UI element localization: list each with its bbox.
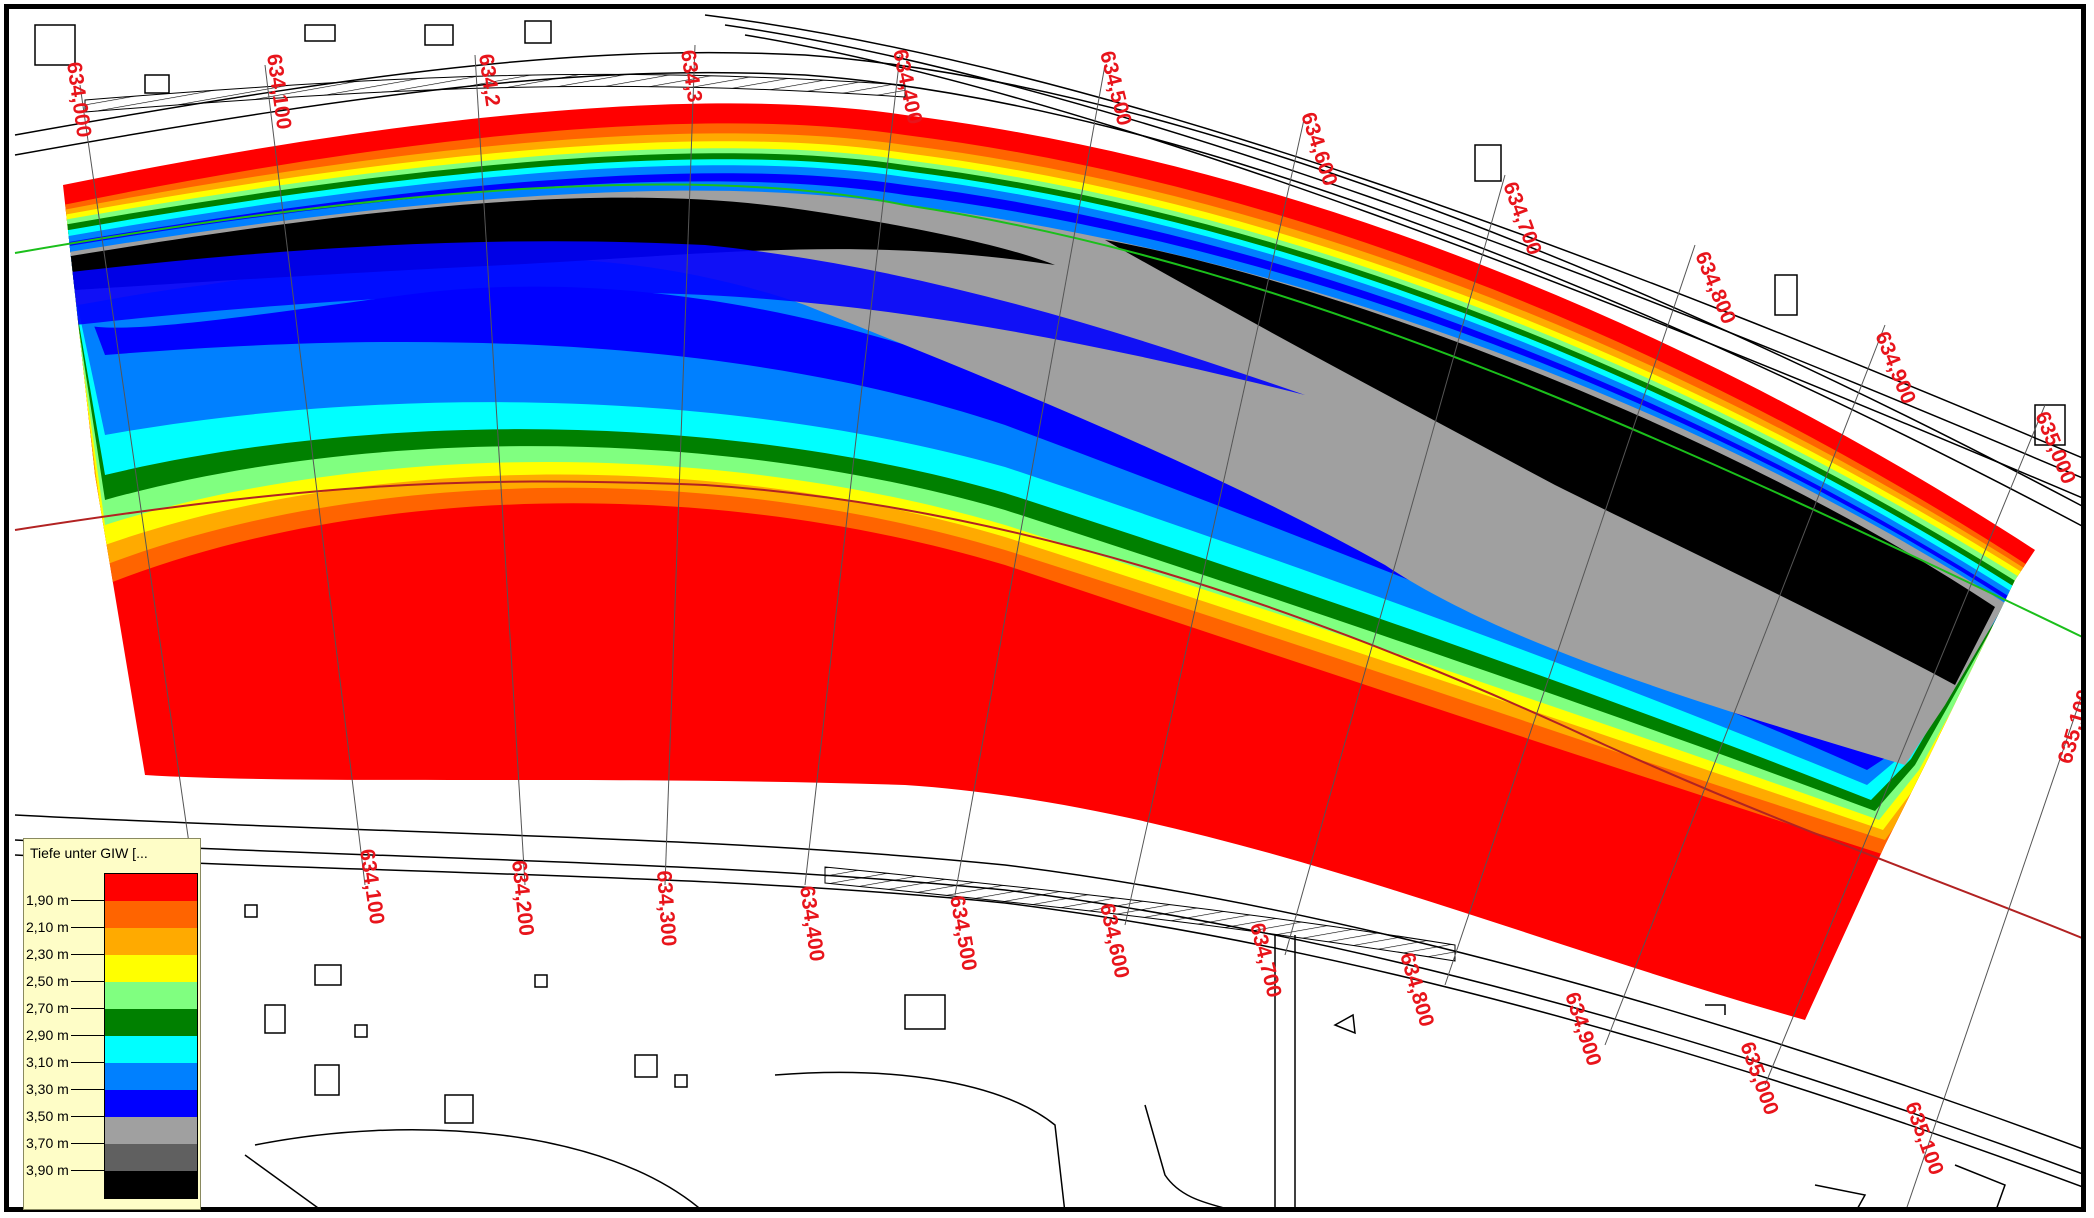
building-outlines <box>34 20 2066 1207</box>
legend-swatch <box>105 1036 197 1063</box>
legend-tick-label: 2,90 m <box>26 1027 104 1043</box>
legend-tick-label: 2,30 m <box>26 946 104 962</box>
legend-tick-label: 3,70 m <box>26 1135 104 1151</box>
km-label-upper: 635,000 <box>2030 408 2080 487</box>
legend-color-scale <box>104 873 198 1199</box>
km-label-lower: 634,800 <box>1395 950 1438 1029</box>
km-label-lower: 634,400 <box>795 884 828 962</box>
km-label-upper: 635,100 <box>2054 687 2086 766</box>
km-label-lower: 635,100 <box>1900 1099 1948 1178</box>
km-label-lower: 635,000 <box>1735 1039 1783 1118</box>
lower-axis-line <box>14 480 2081 939</box>
legend-swatch <box>105 901 197 928</box>
legend-swatch <box>105 874 197 901</box>
km-label-upper: 634,800 <box>1690 248 1740 327</box>
legend-swatch <box>105 982 197 1009</box>
map-frame[interactable]: 634,000 634,100 634,2 634,3 634,400 634,… <box>4 4 2086 1212</box>
km-label-lower: 634,500 <box>945 894 981 973</box>
lower-bank-hatching <box>824 866 1456 962</box>
legend-swatch <box>105 1171 197 1198</box>
legend-title: Tiefe unter GIW [... <box>30 845 148 861</box>
legend-swatch <box>105 1117 197 1144</box>
upper-road-lines <box>14 14 2081 527</box>
legend-swatch <box>105 955 197 982</box>
upper-bank-hatching <box>84 73 906 113</box>
legend-tick-label: 1,90 m <box>26 892 104 908</box>
km-label-upper: 634,2 <box>474 52 504 107</box>
legend-tick-label: 2,10 m <box>26 919 104 935</box>
legend-swatch <box>105 1009 197 1036</box>
km-label-upper: 634,600 <box>1296 109 1341 188</box>
legend-swatch <box>105 1090 197 1117</box>
km-label-lower: 634,200 <box>507 859 538 937</box>
km-label-lower: 634,300 <box>652 870 680 947</box>
km-label-upper: 634,3 <box>676 48 706 103</box>
km-label-lower: 634,100 <box>355 847 388 925</box>
legend-tick-label: 3,30 m <box>26 1081 104 1097</box>
legend-tick-label: 2,70 m <box>26 1000 104 1016</box>
legend-swatch <box>105 1144 197 1171</box>
map-canvas[interactable]: 634,000 634,100 634,2 634,3 634,400 634,… <box>9 9 2086 1212</box>
km-label-lower: 634,900 <box>1560 989 1605 1068</box>
km-label-upper: 634,000 <box>62 60 95 138</box>
legend-tick-label: 2,50 m <box>26 973 104 989</box>
profile-lines <box>79 44 2081 1207</box>
legend-tick-label: 3,10 m <box>26 1054 104 1070</box>
legend-swatch <box>105 1063 197 1090</box>
depth-legend: Tiefe unter GIW [... 1,90 m 2,10 m 2,30 m 2… <box>23 838 201 1210</box>
upper-axis-line <box>14 183 2081 638</box>
legend-tick-label: 3,50 m <box>26 1108 104 1124</box>
km-label-upper: 634,900 <box>1870 328 1920 407</box>
legend-tick-label: 3,90 m <box>26 1162 104 1178</box>
legend-swatch <box>105 928 197 955</box>
